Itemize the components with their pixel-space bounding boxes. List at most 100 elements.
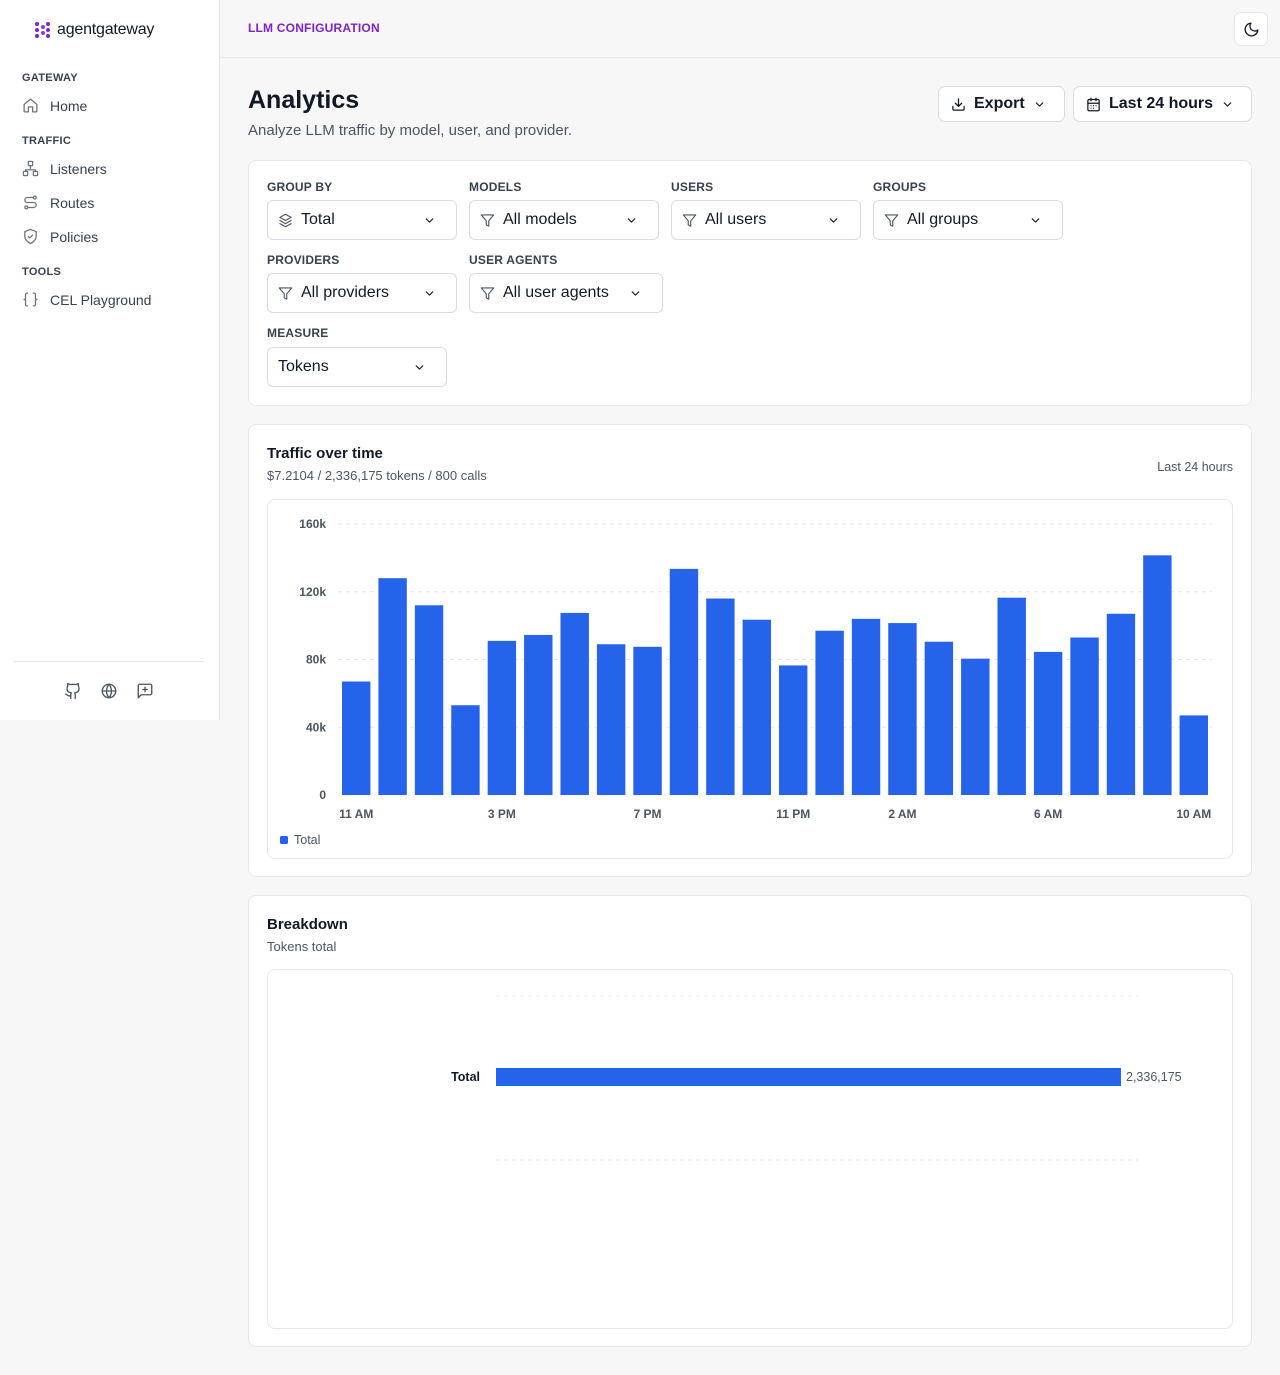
globe-icon[interactable]	[100, 682, 118, 700]
export-button[interactable]: Export	[938, 86, 1065, 122]
chart-bar	[742, 619, 771, 795]
chart-bar	[815, 630, 844, 795]
x-tick-label: 3 PM	[488, 807, 516, 821]
breakdown-chart-panel: Total 2,336,175	[267, 969, 1233, 1329]
sidebar-item-listeners[interactable]: Listeners	[22, 160, 107, 177]
traffic-range: Last 24 hours	[1157, 460, 1233, 474]
filter-icon	[480, 286, 495, 300]
agentgateway-logo-icon	[35, 22, 50, 38]
sidebar-divider	[14, 661, 204, 662]
chevron-down-icon	[631, 291, 640, 296]
sidebar-item-policies[interactable]: Policies	[22, 228, 98, 245]
legend-swatch	[280, 836, 288, 844]
feedback-icon[interactable]	[136, 682, 154, 700]
chart-bar	[888, 623, 917, 795]
models-select[interactable]: All models	[469, 200, 659, 240]
chevron-down-icon	[425, 218, 434, 223]
chart-bar	[496, 1068, 1121, 1086]
sidebar-item-label: Routes	[50, 194, 95, 211]
chart-bar	[1143, 555, 1172, 795]
chart-bar	[1106, 613, 1136, 795]
chart-bar	[851, 618, 881, 795]
x-tick-label: 11 PM	[776, 807, 810, 821]
x-tick-label: 10 AM	[1176, 807, 1211, 821]
chart-bar	[924, 641, 954, 795]
chevron-down-icon	[1035, 101, 1044, 107]
sidebar: agentgateway GATEWAY Home TRAFFIC Listen…	[0, 0, 220, 720]
users-select[interactable]: All users	[671, 200, 861, 240]
users-label: USERS	[671, 180, 714, 194]
chevron-down-icon	[1031, 218, 1040, 223]
github-icon[interactable]	[64, 682, 82, 700]
legend-label: Total	[294, 833, 320, 847]
theme-toggle-button[interactable]	[1234, 12, 1268, 46]
nav-section-traffic: TRAFFIC	[22, 135, 72, 147]
chevron-down-icon	[415, 365, 424, 370]
groups-value: All groups	[907, 211, 979, 228]
chevron-down-icon	[627, 218, 636, 223]
chart-bar	[1070, 637, 1099, 795]
measure-label: MEASURE	[267, 326, 329, 340]
sidebar-item-routes[interactable]: Routes	[22, 194, 94, 211]
measure-value: Tokens	[278, 358, 329, 375]
chart-bar	[596, 644, 626, 795]
date-range-label: Last 24 hours	[1109, 95, 1214, 112]
home-icon	[23, 98, 38, 113]
chart-bar	[1179, 715, 1208, 795]
filter-icon	[480, 213, 495, 227]
chevron-down-icon	[425, 291, 434, 296]
page-title: Analytics	[248, 86, 360, 114]
page-subtitle: Analyze LLM traffic by model, user, and …	[248, 122, 573, 139]
filter-icon	[884, 213, 899, 227]
date-range-button[interactable]: Last 24 hours	[1073, 86, 1252, 122]
app-logo[interactable]: agentgateway	[33, 21, 154, 39]
chevron-down-icon	[1223, 101, 1232, 107]
braces-icon	[23, 292, 38, 307]
chart-bar	[961, 658, 990, 795]
sidebar-item-cel-playground[interactable]: CEL Playground	[22, 291, 151, 308]
sidebar-item-home[interactable]: Home	[22, 97, 87, 114]
route-icon	[24, 195, 37, 210]
data-label: 2,336,175	[1126, 1070, 1182, 1084]
x-tick-label: 7 PM	[634, 807, 662, 821]
x-tick-label: 2 AM	[888, 807, 916, 821]
sidebar-item-label: Home	[50, 97, 88, 114]
breakdown-card: Breakdown Tokens total Total 2,336,175	[248, 895, 1252, 1347]
groups-label: GROUPS	[873, 180, 927, 194]
user-agents-label: USER AGENTS	[469, 253, 558, 267]
providers-label: PROVIDERS	[267, 253, 340, 267]
y-tick-label: 0	[319, 788, 326, 802]
providers-value: All providers	[301, 284, 390, 301]
filter-icon	[278, 286, 293, 300]
breakdown-title: Breakdown	[267, 916, 348, 933]
chart-bar	[451, 705, 480, 795]
measure-select[interactable]: Tokens	[267, 347, 447, 387]
traffic-title: Traffic over time	[267, 445, 383, 462]
user-agents-select[interactable]: All user agents	[469, 273, 663, 313]
breakdown-subtitle: Tokens total	[267, 939, 337, 954]
sidebar-item-label: Policies	[50, 228, 99, 245]
breakdown-bar-chart: Total 2,336,175	[451, 995, 1182, 1161]
chart-bar	[378, 578, 407, 795]
nav-section-gateway: GATEWAY	[22, 72, 78, 84]
layers-icon	[279, 213, 292, 227]
breadcrumb[interactable]: LLM CONFIGURATION	[248, 21, 380, 35]
chart-bar	[487, 640, 517, 795]
x-tick-label: 6 AM	[1034, 807, 1062, 821]
group-by-select[interactable]: Total	[267, 200, 457, 240]
moon-icon	[1244, 21, 1259, 36]
y-tick-label: 40k	[306, 720, 326, 734]
groups-select[interactable]: All groups	[873, 200, 1063, 240]
group-by-value: Total	[301, 211, 335, 228]
models-value: All models	[503, 211, 577, 228]
category-label: Total	[451, 1070, 480, 1084]
providers-select[interactable]: All providers	[267, 273, 457, 313]
nav-section-tools: TOOLS	[22, 266, 62, 278]
export-label: Export	[974, 95, 1025, 112]
chart-bar	[706, 598, 735, 795]
chart-bar	[779, 665, 808, 795]
filters-card: GROUP BY Total MODELS All models USERS A…	[248, 160, 1252, 406]
app-name: agentgateway	[57, 21, 155, 38]
chart-bar	[1033, 651, 1063, 795]
sidebar-item-label: Listeners	[50, 160, 107, 177]
